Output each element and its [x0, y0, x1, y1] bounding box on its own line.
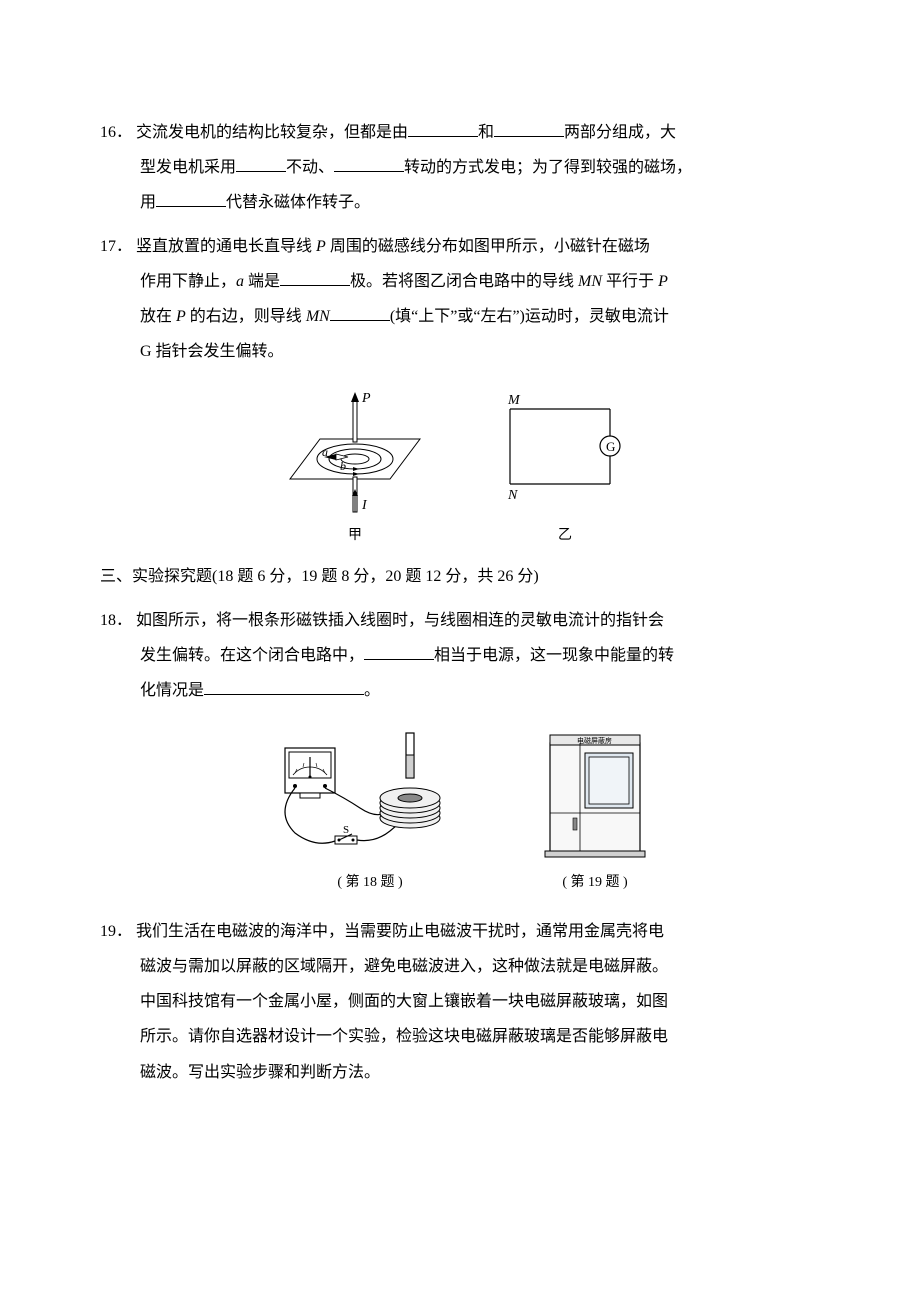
label-P: P: [361, 391, 371, 406]
q17-t4: 端是: [244, 273, 280, 290]
q16-t6: 转动的方式发电；为了得到较强的磁场，: [404, 159, 692, 176]
q19-line4: 所示。请你自选器材设计一个实验，检验这块电磁屏蔽玻璃是否能够屏蔽电: [100, 1019, 820, 1054]
q18-t3: 相当于电源，这一现象中能量的转: [434, 647, 674, 664]
q17-P1: P: [316, 238, 326, 255]
q16-blank-2: [494, 118, 564, 137]
q19-caption: ( 第 19 题 ): [562, 868, 627, 899]
caption-yi: 乙: [558, 527, 572, 543]
q16-t5: 不动、: [286, 159, 334, 176]
q18-fig: S ( 第 18 题 ): [265, 723, 475, 899]
q17-t1: 竖直放置的通电长直导线: [136, 238, 316, 255]
q18-q19-figures: S ( 第 18 题 ) 电磁屏蔽房: [100, 723, 820, 899]
q17-t8: 的右边，则导线: [186, 308, 306, 325]
q16-blank-3: [236, 153, 286, 172]
q18-t2: 发生偏转。在这个闭合电路中，: [140, 647, 364, 664]
label-b: b: [340, 459, 346, 473]
q17-t9: (填“上下”或“左右”)运动时，灵敏电流计: [390, 308, 669, 325]
q16-blank-4: [334, 153, 404, 172]
question-19: 19． 我们生活在电磁波的海洋中，当需要防止电磁波干扰时，通常用金属壳将电 磁波…: [100, 914, 820, 1090]
q16-t3: 两部分组成，大: [564, 124, 676, 141]
label-N: N: [507, 488, 518, 503]
q17-t10: G 指针会发生偏转。: [140, 343, 284, 360]
q17-t3: 作用下静止，: [140, 273, 236, 290]
q18-number: 18．: [100, 612, 132, 629]
q19-t2: 磁波与需加以屏蔽的区域隔开，避免电磁波进入，这种做法就是电磁屏蔽。: [140, 958, 668, 975]
q19-t1: 我们生活在电磁波的海洋中，当需要防止电磁波干扰时，通常用金属壳将电: [136, 923, 664, 940]
q18-line2: 发生偏转。在这个闭合电路中， 相当于电源，这一现象中能量的转: [100, 638, 820, 673]
q19-t5: 磁波。写出实验步骤和判断方法。: [140, 1064, 380, 1081]
q17-fig-yi: G M N 乙: [490, 384, 640, 544]
label-a: a: [322, 445, 328, 459]
q17-line4: G 指针会发生偏转。: [100, 334, 820, 369]
question-18: 18． 如图所示，将一根条形磁铁插入线圈时，与线圈相连的灵敏电流计的指针会 发生…: [100, 603, 820, 899]
fig-18-svg: S: [265, 723, 475, 863]
q17-line2: 作用下静止，a 端是 极。若将图乙闭合电路中的导线 MN 平行于 P: [100, 264, 820, 299]
q16-line2: 型发电机采用 不动、 转动的方式发电；为了得到较强的磁场，: [100, 150, 820, 185]
q19-line3: 中国科技馆有一个金属小屋，侧面的大窗上镶嵌着一块电磁屏蔽玻璃，如图: [100, 984, 820, 1019]
question-16: 16． 交流发电机的结构比较复杂，但都是由 和 两部分组成，大 型发电机采用 不动、 转…: [100, 115, 820, 221]
label-I: I: [361, 498, 368, 513]
q17-number: 17．: [100, 238, 132, 255]
q17-MN1: MN: [578, 273, 602, 290]
q17-blank-2: [330, 302, 390, 321]
q17-t5: 极。若将图乙闭合电路中的导线: [350, 273, 578, 290]
q19-t3: 中国科技馆有一个金属小屋，侧面的大窗上镶嵌着一块电磁屏蔽玻璃，如图: [140, 993, 668, 1010]
q18-blank-2: [204, 676, 364, 695]
q18-t5: 。: [364, 682, 380, 699]
question-17: 17． 竖直放置的通电长直导线 P 周围的磁感线分布如图甲所示，小磁针在磁场 作…: [100, 229, 820, 545]
q17-figures: P a b I 甲 G M: [100, 384, 820, 544]
q17-t6: 平行于: [602, 273, 658, 290]
q19-fig: 电磁屏蔽房 ( 第 19 题 ): [535, 723, 655, 899]
fig-yi-svg: G M N 乙: [490, 384, 640, 544]
q17-t2: 周围的磁感线分布如图甲所示，小磁针在磁场: [326, 238, 650, 255]
q18-blank-1: [364, 641, 434, 660]
q19-line5: 磁波。写出实验步骤和判断方法。: [100, 1055, 820, 1090]
label-M: M: [507, 393, 521, 408]
q17-line3: 放在 P 的右边，则导线 MN (填“上下”或“左右”)运动时，灵敏电流计: [100, 299, 820, 334]
q16-line3: 用 代替永磁体作转子。: [100, 185, 820, 220]
q16-t2: 和: [478, 124, 494, 141]
q18-line3: 化情况是 。: [100, 673, 820, 708]
q16-blank-5: [156, 188, 226, 207]
caption-jia: 甲: [348, 528, 362, 543]
q19-number: 19．: [100, 923, 132, 940]
label-S: S: [343, 824, 349, 836]
q17-t7: 放在: [140, 308, 176, 325]
q16-t1: 交流发电机的结构比较复杂，但都是由: [136, 124, 408, 141]
fig-19-svg: 电磁屏蔽房: [535, 723, 655, 863]
q17-P3: P: [176, 308, 186, 325]
q17-a: a: [236, 273, 244, 290]
booth-label: 电磁屏蔽房: [577, 736, 612, 745]
q16-number: 16．: [100, 124, 132, 141]
q16-t4: 型发电机采用: [140, 159, 236, 176]
section-3-heading: 三、实验探究题(18 题 6 分，19 题 8 分，20 题 12 分，共 26…: [100, 559, 820, 594]
q18-t1: 如图所示，将一根条形磁铁插入线圈时，与线圈相连的灵敏电流计的指针会: [136, 612, 664, 629]
fig-jia-svg: P a b I 甲: [280, 384, 430, 544]
q18-caption: ( 第 18 题 ): [337, 868, 402, 899]
q16-t7: 用: [140, 194, 156, 211]
q19-line2: 磁波与需加以屏蔽的区域隔开，避免电磁波进入，这种做法就是电磁屏蔽。: [100, 949, 820, 984]
q17-blank-1: [280, 267, 350, 286]
q17-fig-jia: P a b I 甲: [280, 384, 430, 544]
q19-t4: 所示。请你自选器材设计一个实验，检验这块电磁屏蔽玻璃是否能够屏蔽电: [140, 1028, 668, 1045]
q18-t4: 化情况是: [140, 682, 204, 699]
q17-P2: P: [658, 273, 668, 290]
q16-t8: 代替永磁体作转子。: [226, 194, 370, 211]
q17-MN2: MN: [306, 308, 330, 325]
label-G: G: [606, 439, 615, 454]
q16-blank-1: [408, 118, 478, 137]
